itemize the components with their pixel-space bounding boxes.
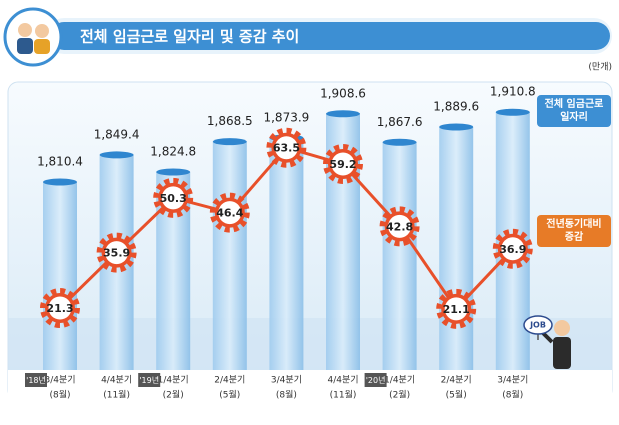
- legend-bar: 전체 임금근로 일자리: [537, 95, 611, 127]
- x-tick-label: 3/4분기: [497, 375, 528, 386]
- x-tick-sublabel: (2월): [389, 389, 410, 401]
- year-tag-bg: [364, 373, 387, 387]
- unit-label: (만개): [588, 62, 612, 73]
- bar-label: 1,910.8: [490, 85, 536, 99]
- x-tick-label: 4/4분기: [327, 375, 358, 386]
- bar: [439, 126, 474, 370]
- title-bar: [50, 22, 610, 50]
- bar-label: 1,908.6: [320, 86, 366, 100]
- bar-cap: [43, 178, 77, 186]
- annotation: JOB: [529, 321, 546, 330]
- year-tag: '19년: [139, 375, 159, 385]
- line-label: 42.8: [386, 220, 413, 233]
- gear-teeth: [436, 288, 477, 329]
- bar-label: 1,868.5: [207, 114, 253, 128]
- bar-label: 1,824.8: [150, 145, 196, 159]
- gear-teeth: [492, 228, 533, 269]
- x-tick-label: 2/4분기: [214, 375, 245, 386]
- gear-center: [274, 136, 298, 160]
- gear-teeth: [379, 206, 420, 247]
- line-label: 36.9: [499, 243, 526, 256]
- bar: [382, 142, 417, 370]
- icon-person: [18, 23, 32, 37]
- x-tick-sublabel: (8월): [49, 389, 70, 401]
- gear-teeth: [40, 288, 80, 329]
- icon-person: [35, 24, 49, 38]
- line-label: 35.9: [103, 247, 130, 260]
- gear-teeth: [266, 127, 307, 168]
- bar-cap: [156, 168, 191, 176]
- line-label: 50.3: [160, 192, 187, 205]
- icon-person: [34, 39, 50, 54]
- x-tick-sublabel: (8월): [502, 389, 523, 401]
- bar-cap: [212, 138, 247, 146]
- x-tick-sublabel: (11월): [103, 389, 130, 401]
- line-label: 21.3: [46, 302, 73, 315]
- gear-center: [444, 297, 468, 321]
- bar-cap: [439, 123, 474, 131]
- legend-line: 전년동기대비 증감: [537, 215, 611, 247]
- gear-teeth: [323, 144, 363, 185]
- year-tag: '18년: [26, 375, 46, 385]
- x-tick-sublabel: (2월): [163, 389, 184, 401]
- bar: [43, 182, 77, 370]
- gear-center: [48, 296, 72, 320]
- x-tick-sublabel: (5월): [219, 389, 240, 401]
- icon-circle: [3, 7, 63, 67]
- x-tick-label: 1/4분기: [158, 375, 189, 386]
- bar-label: 1,849.4: [94, 127, 140, 141]
- gear-center: [218, 201, 242, 225]
- bar-label: 1,867.6: [377, 115, 423, 129]
- axis-band: [8, 370, 612, 412]
- line-label: 59.2: [329, 158, 356, 171]
- gear-teeth: [209, 192, 250, 233]
- job-man: [523, 315, 571, 369]
- x-tick-sublabel: (5월): [446, 389, 467, 401]
- line-label: 21.1: [443, 303, 470, 316]
- gear-center: [388, 214, 412, 238]
- x-tick-label: 4/4분기: [101, 375, 132, 386]
- year-tag-bg: [138, 373, 161, 387]
- x-tick-sublabel: (8월): [276, 389, 297, 401]
- bar-cap: [326, 110, 360, 118]
- bar-label: 1,889.6: [433, 99, 479, 113]
- icon-person: [17, 38, 33, 54]
- line-label: 46.4: [216, 207, 243, 220]
- gear-teeth: [153, 177, 194, 218]
- bar: [269, 137, 304, 370]
- gear-center: [331, 152, 355, 176]
- year-tag-bg: [25, 373, 47, 387]
- x-tick-label: 1/4분기: [384, 375, 415, 386]
- gear-center: [105, 241, 129, 265]
- year-tag: '20년: [366, 375, 386, 385]
- bar-label: 1,873.9: [263, 110, 309, 124]
- bar-cap: [495, 108, 530, 116]
- x-tick-label: 2/4분기: [441, 375, 472, 386]
- bar-cap: [382, 138, 417, 146]
- x-tick-sublabel: (11월): [330, 389, 357, 401]
- line-label: 63.5: [273, 142, 300, 155]
- bar-cap: [99, 151, 134, 159]
- x-tick-label: 3/4분기: [271, 375, 302, 386]
- chart-title: 전체 임금근로 일자리 및 증감 추이: [80, 28, 299, 46]
- bar-label: 1,810.4: [37, 155, 83, 169]
- bar: [212, 141, 247, 370]
- gear-center: [161, 186, 185, 210]
- gear-center: [501, 237, 525, 261]
- x-tick-label: 3/4분기: [44, 375, 75, 386]
